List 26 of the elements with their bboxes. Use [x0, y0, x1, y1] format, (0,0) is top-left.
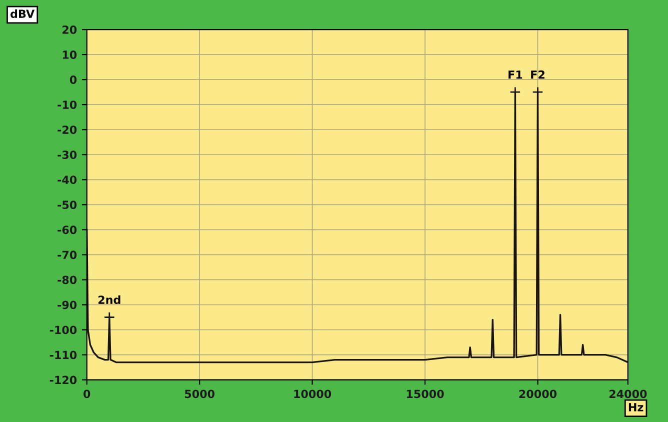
- y-tick-label: -20: [58, 126, 77, 134]
- x-tick-label: 5000: [184, 390, 214, 398]
- y-tick-label: -30: [58, 150, 77, 160]
- x-tick-label: 0: [84, 390, 90, 398]
- y-axis-title: dBV: [10, 9, 35, 18]
- y-tick-label: -10: [58, 100, 77, 109]
- y-tick-label: -40: [58, 176, 77, 184]
- y-tick-label: -70: [58, 250, 77, 260]
- x-tick-label: 20000: [519, 390, 557, 398]
- y-tick-label: -90: [58, 300, 77, 310]
- y-tick-label: 0: [70, 76, 77, 84]
- y-tick-label: 20: [62, 26, 77, 34]
- y-tick-label: -50: [58, 200, 77, 210]
- y-tick-label: -110: [50, 350, 77, 360]
- annotation: 2nd: [98, 295, 120, 304]
- annotation: F2: [531, 70, 544, 79]
- x-tick-label: 24000: [609, 390, 647, 398]
- y-tick-label: -120: [50, 376, 77, 384]
- y-tick-label: 10: [62, 50, 77, 59]
- x-tick-label: 15000: [406, 390, 444, 398]
- y-tick-label: -100: [50, 326, 77, 334]
- annotation: F1: [508, 70, 522, 79]
- x-tick-label: 10000: [294, 390, 332, 398]
- x-axis-title: Hz: [628, 403, 644, 412]
- y-tick-label: -80: [58, 276, 77, 284]
- y-tick-label: -60: [58, 226, 77, 234]
